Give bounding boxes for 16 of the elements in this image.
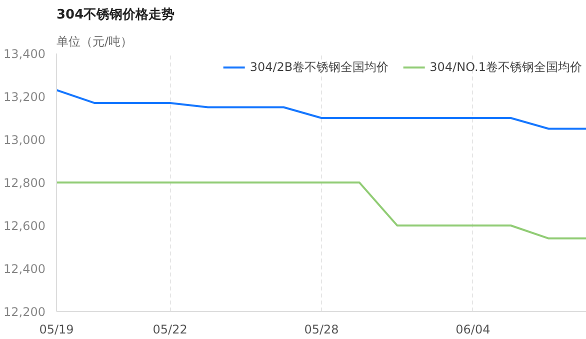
x-tick-label: 05/28 bbox=[304, 322, 339, 336]
y-tick-label: 13,000 bbox=[4, 133, 46, 147]
y-tick-label: 12,200 bbox=[4, 305, 46, 319]
y-axis-title: 单位（元/吨） bbox=[56, 34, 133, 48]
legend-label: 304/2B卷不锈钢全国均价 bbox=[250, 58, 389, 76]
legend-label: 304/NO.1卷不锈钢全国均价 bbox=[430, 58, 582, 76]
y-tick-label: 12,800 bbox=[4, 176, 46, 190]
y-tick-label: 13,400 bbox=[4, 47, 46, 61]
y-tick-label: 12,600 bbox=[4, 219, 46, 233]
y-tick-label: 13,200 bbox=[4, 90, 46, 104]
y-tick-label: 12,400 bbox=[4, 262, 46, 276]
chart-title: 304不锈钢价格走势 bbox=[56, 6, 175, 22]
x-tick-label: 06/04 bbox=[456, 322, 490, 336]
line-series bbox=[56, 89, 586, 130]
x-tick-label: 05/22 bbox=[152, 322, 188, 336]
x-tick-label: 05/19 bbox=[39, 322, 74, 336]
